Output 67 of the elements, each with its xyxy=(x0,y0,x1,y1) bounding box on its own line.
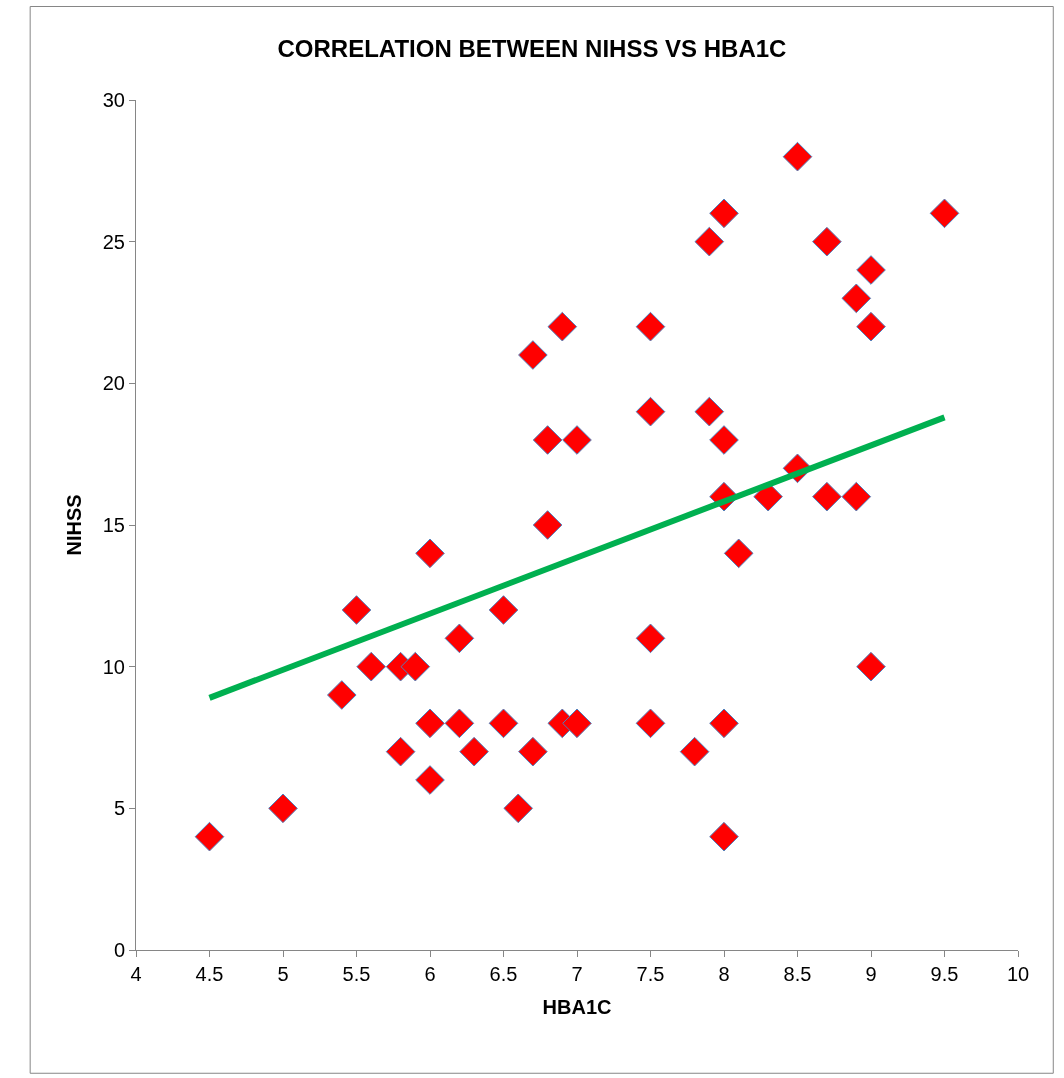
point xyxy=(709,425,739,455)
point xyxy=(709,821,739,852)
point xyxy=(385,736,416,767)
chart-title: CORRELATION BETWEEN NIHSS VS HBA1C xyxy=(277,34,787,62)
point xyxy=(503,793,533,824)
point xyxy=(488,595,519,625)
point xyxy=(415,708,445,739)
point xyxy=(841,481,872,512)
point xyxy=(459,736,489,767)
point xyxy=(341,595,372,625)
x-tick-label: 9.5 xyxy=(930,963,959,985)
x-tick-label: 6.5 xyxy=(489,963,518,985)
point xyxy=(400,651,431,682)
point xyxy=(532,510,563,540)
point xyxy=(679,736,710,767)
point xyxy=(547,311,578,342)
point xyxy=(812,481,842,512)
point xyxy=(709,198,739,229)
point xyxy=(562,425,592,455)
point xyxy=(532,425,563,455)
point xyxy=(635,708,666,739)
x-tick-label: 4.5 xyxy=(195,963,224,985)
x-tick-label: 10 xyxy=(1006,963,1030,985)
point xyxy=(635,311,666,342)
point xyxy=(856,311,886,342)
y-tick-label: 30 xyxy=(102,89,125,111)
x-tick-label: 7 xyxy=(571,963,583,985)
x-tick-label: 5.5 xyxy=(342,963,371,985)
x-axis-title: HBA1C xyxy=(542,995,612,1018)
x-tick-label: 8 xyxy=(718,963,730,985)
x-tick-label: 9 xyxy=(865,963,877,985)
point xyxy=(518,736,548,767)
point xyxy=(444,623,475,654)
y-tick-label: 20 xyxy=(102,372,125,395)
point xyxy=(488,708,519,739)
point xyxy=(194,821,225,852)
point xyxy=(709,708,739,739)
point xyxy=(635,623,666,654)
point xyxy=(415,765,445,795)
y-tick-label: 5 xyxy=(113,797,125,820)
point xyxy=(812,226,842,257)
point xyxy=(856,255,886,285)
point xyxy=(356,651,386,682)
x-tick-label: 5 xyxy=(277,963,289,985)
point xyxy=(268,793,298,824)
point xyxy=(723,538,754,569)
point xyxy=(415,538,445,569)
point xyxy=(694,396,725,427)
x-tick-label: 7.5 xyxy=(636,963,665,985)
point xyxy=(635,396,666,427)
point xyxy=(562,708,592,739)
y-tick-label: 0 xyxy=(113,939,125,961)
point xyxy=(929,198,960,229)
y-tick-label: 15 xyxy=(102,514,125,536)
point xyxy=(856,651,886,682)
point xyxy=(444,708,475,739)
point xyxy=(694,226,725,257)
x-tick-label: 4 xyxy=(130,963,142,985)
x-tick-label: 8.5 xyxy=(783,963,812,985)
y-axis-title: NIHSS xyxy=(63,494,86,556)
x-tick-label: 6 xyxy=(424,963,436,985)
point xyxy=(518,340,548,370)
y-tick-label: 25 xyxy=(102,230,125,253)
point xyxy=(841,283,872,314)
point xyxy=(327,680,357,710)
point xyxy=(782,141,813,172)
y-tick-label: 10 xyxy=(102,655,125,678)
